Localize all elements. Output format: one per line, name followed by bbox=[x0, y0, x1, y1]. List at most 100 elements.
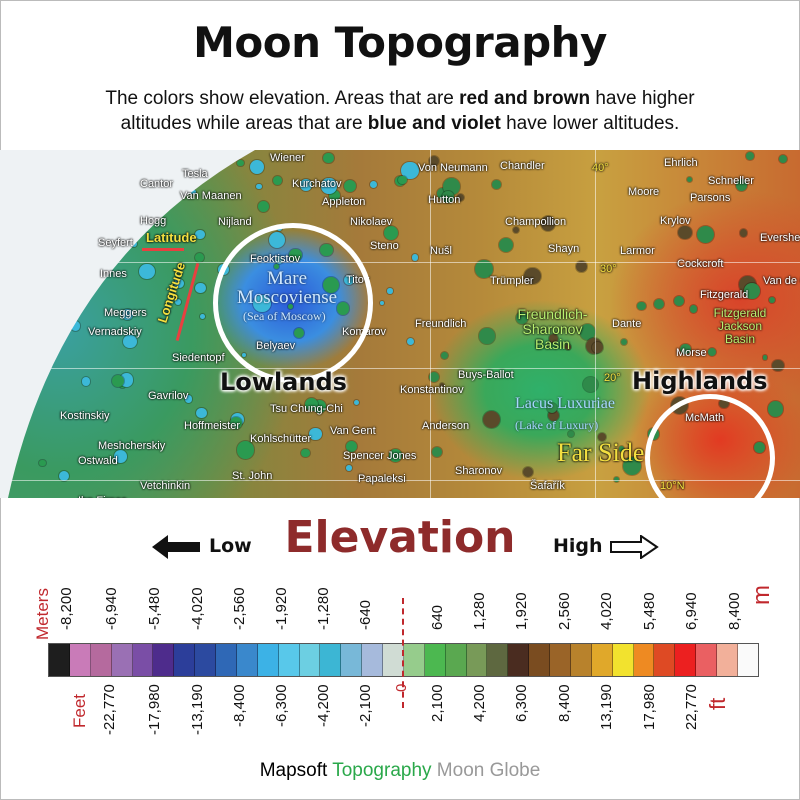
color-scale-cell bbox=[69, 644, 91, 676]
crater-mark bbox=[772, 359, 784, 372]
feet-unit-label: Feet bbox=[70, 693, 89, 728]
crater-label: Hoffmeister bbox=[184, 420, 241, 432]
crater-mark bbox=[441, 351, 449, 359]
crater-mark bbox=[346, 441, 358, 453]
arrow-left-icon bbox=[152, 535, 200, 559]
lacus-luxuriae-label: Lacus Luxuriae bbox=[515, 395, 615, 412]
crater-mark bbox=[568, 430, 574, 437]
feet-tick-label: -6,300 bbox=[273, 684, 290, 727]
globe-edge bbox=[0, 150, 255, 498]
meters-tick-label: -8,200 bbox=[58, 587, 75, 630]
subtitle-emphasis-high: red and brown bbox=[459, 88, 591, 109]
color-scale-cell bbox=[466, 644, 488, 676]
crater-mark bbox=[622, 457, 641, 475]
crater-mark bbox=[122, 309, 133, 320]
crater-label: Steno bbox=[370, 240, 399, 252]
meters-tick-label: 2,560 bbox=[556, 592, 573, 630]
crater-mark bbox=[614, 477, 619, 482]
crater-mark bbox=[191, 190, 196, 195]
color-scale-cell bbox=[320, 644, 342, 676]
low-label: Low bbox=[209, 535, 252, 557]
feet-tick-label: 13,190 bbox=[598, 684, 615, 730]
meters-tick-label: 8,400 bbox=[726, 592, 743, 630]
crater-label: Von Neumann bbox=[418, 162, 488, 174]
color-scale-cell bbox=[174, 644, 196, 676]
color-scale-cell bbox=[383, 644, 404, 676]
crater-mark bbox=[591, 342, 603, 354]
crater-mark bbox=[637, 301, 646, 311]
crater-label: Chandler bbox=[500, 160, 545, 172]
meters-tick-label: 6,940 bbox=[683, 592, 700, 630]
crater-mark bbox=[512, 226, 520, 234]
crater-mark bbox=[428, 155, 439, 166]
crater-mark bbox=[174, 298, 181, 305]
meters-tick-label: -5,480 bbox=[146, 587, 163, 630]
crater-mark bbox=[58, 471, 69, 482]
crater-mark bbox=[653, 298, 665, 309]
crater-label: Nušl bbox=[430, 245, 453, 257]
crater-mark bbox=[344, 179, 357, 192]
color-scale-cell bbox=[132, 644, 154, 676]
crater-label: Ibn Firnas bbox=[78, 495, 127, 498]
meters-tick-label: -2,560 bbox=[231, 587, 248, 630]
legend-title: Elevation bbox=[284, 512, 516, 563]
crater-mark bbox=[321, 178, 337, 194]
color-scale-cell bbox=[717, 644, 738, 676]
crater-label: Kostinskiy bbox=[60, 410, 110, 422]
crater-mark bbox=[174, 278, 184, 289]
footer-brand: Mapsoft bbox=[259, 760, 328, 781]
crater-mark bbox=[689, 305, 697, 313]
crater-mark bbox=[379, 301, 384, 306]
feet-tick-label: 2,100 bbox=[429, 684, 446, 722]
crater-mark bbox=[546, 402, 557, 413]
high-label: High bbox=[553, 535, 603, 557]
crater-label: Cantor bbox=[140, 178, 174, 190]
crater-label: Wiener bbox=[270, 152, 305, 164]
latitude-line bbox=[0, 368, 800, 369]
page-title: Moon Topography bbox=[193, 18, 607, 67]
crater-label: St. John bbox=[232, 470, 273, 482]
feet-tick-label: 4,200 bbox=[471, 684, 488, 722]
crater-mark bbox=[323, 152, 335, 164]
crater-mark bbox=[456, 193, 465, 202]
lowlands-highlight-ring bbox=[213, 223, 373, 383]
moon-topography-map: Wiener Tesla Cantor Van Maanen Kurchatov Appl… bbox=[0, 150, 800, 498]
crater-label: Van Gent bbox=[330, 425, 376, 437]
feet-tick-label: -4,200 bbox=[315, 684, 332, 727]
crater-mark bbox=[768, 297, 776, 304]
crater-mark bbox=[184, 395, 193, 403]
crater-label: Trümpler bbox=[490, 275, 534, 287]
crater-label: Vernadskiy bbox=[88, 326, 142, 338]
feet-tick-label: -17,980 bbox=[146, 684, 163, 735]
crater-mark bbox=[39, 459, 46, 467]
color-scale-cell bbox=[362, 644, 383, 676]
footer-product: Topography bbox=[332, 760, 432, 781]
color-scale-cell bbox=[675, 644, 697, 676]
crater-label: Meggers bbox=[104, 307, 147, 319]
crater-mark bbox=[389, 449, 403, 463]
subtitle-text: have higher bbox=[590, 88, 695, 109]
crater-mark bbox=[123, 334, 137, 349]
crater-label: Van Maanen bbox=[180, 190, 242, 202]
crater-mark bbox=[678, 225, 692, 240]
crater-mark bbox=[548, 409, 560, 421]
subtitle-line-2: altitudes while areas that are blue and … bbox=[0, 113, 800, 135]
crater-mark bbox=[744, 283, 760, 299]
feet-tick-label: 17,980 bbox=[641, 684, 658, 730]
crater-mark bbox=[582, 376, 599, 393]
crater-label: Seyfert bbox=[98, 237, 133, 249]
color-scale-cell bbox=[633, 644, 655, 676]
crater-mark bbox=[620, 339, 628, 346]
crater-mark bbox=[70, 321, 80, 331]
highlands-callout: Highlands bbox=[632, 367, 768, 395]
crater-label: Parsons bbox=[690, 192, 731, 204]
color-scale-cell bbox=[445, 644, 467, 676]
color-scale-cell bbox=[550, 644, 571, 676]
feet-tick-label: 6,300 bbox=[513, 684, 530, 722]
latitude-line bbox=[0, 262, 800, 263]
meters-tick-label: 1,920 bbox=[513, 592, 530, 630]
crater-mark bbox=[401, 161, 419, 180]
meters-tick-label: 1,280 bbox=[471, 592, 488, 630]
crater-mark bbox=[305, 397, 319, 411]
crater-label: Larmor bbox=[620, 245, 655, 257]
